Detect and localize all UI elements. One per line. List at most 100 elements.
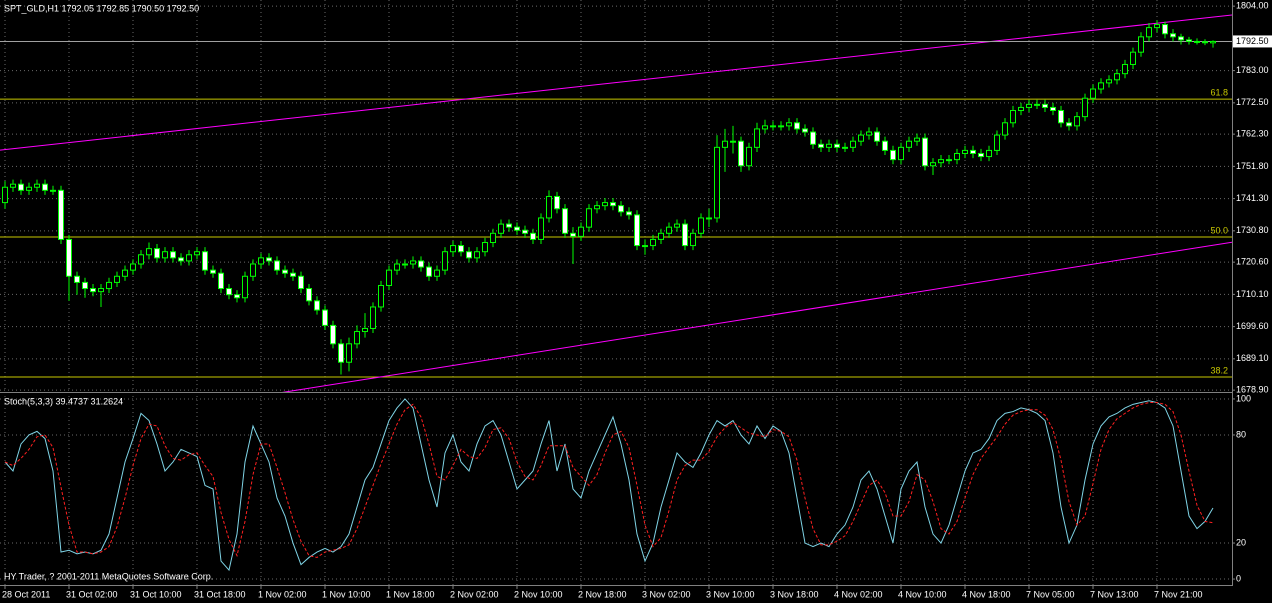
candle-body — [946, 159, 952, 162]
candle-body — [626, 211, 632, 216]
candle-body — [114, 275, 120, 283]
fib-label: 61.8 — [1210, 88, 1228, 98]
candle-body — [482, 242, 488, 253]
x-tick-label: 28 Oct 2011 — [2, 589, 50, 599]
y-tick-label: 80 — [1236, 429, 1246, 439]
x-tick-label: 7 Nov 13:00 — [1090, 589, 1139, 599]
candle-body — [498, 223, 504, 234]
candle-body — [34, 183, 40, 188]
x-tick-label: 31 Oct 10:00 — [130, 589, 182, 599]
candle-body — [42, 183, 48, 191]
candle-body — [690, 232, 696, 247]
candle-body — [610, 202, 616, 207]
trendline — [282, 241, 1232, 392]
y-tick-label: 1772.50 — [1236, 97, 1269, 107]
candle-body — [274, 260, 280, 271]
candle-body — [802, 128, 808, 133]
candle-body — [306, 288, 312, 302]
candle-body — [890, 149, 896, 161]
candle-body — [162, 251, 168, 259]
candle-body — [490, 232, 496, 244]
x-tick-label: 2 Nov 10:00 — [514, 589, 563, 599]
candle-body — [338, 343, 344, 363]
candle-body — [930, 162, 936, 167]
candle-body — [506, 223, 512, 228]
candle-body — [514, 226, 520, 231]
y-tick-label: 1804.00 — [1236, 1, 1269, 11]
candle-body — [322, 309, 328, 326]
candle-body — [354, 331, 360, 345]
candle-body — [650, 238, 656, 247]
y-tick-label: 1762.30 — [1236, 129, 1269, 139]
candle-body — [1162, 24, 1168, 35]
candle-body — [1194, 40, 1200, 43]
candle-body — [1010, 110, 1016, 124]
candle-body — [170, 251, 176, 259]
candle-body — [242, 275, 248, 299]
y-tick-label: 20 — [1236, 537, 1246, 547]
candle-body — [778, 125, 784, 128]
y-tick-label: 1730.80 — [1236, 225, 1269, 235]
trendline — [0, 14, 1232, 151]
stoch-title: Stoch(5,3,3) 39.4737 31.2624 — [4, 396, 123, 406]
candle-body — [658, 232, 664, 240]
candle-body — [258, 257, 264, 265]
candle-body — [754, 128, 760, 148]
price-pane: 61.8 50.0 38.2 — [0, 14, 1232, 392]
candle-body — [90, 288, 96, 293]
x-tick-label: 1 Nov 10:00 — [322, 589, 371, 599]
candle-body — [1050, 106, 1056, 112]
candle-body — [458, 245, 464, 253]
candle-body — [1074, 116, 1080, 127]
candle-body — [730, 140, 736, 143]
candle-body — [842, 146, 848, 149]
x-tick-label: 31 Oct 18:00 — [194, 589, 246, 599]
x-tick-label: 7 Nov 21:00 — [1154, 589, 1203, 599]
candle-body — [522, 229, 528, 234]
y-tick-label: 1741.30 — [1236, 193, 1269, 203]
candle-body — [858, 134, 864, 142]
candle-body — [546, 195, 552, 219]
candle-body — [618, 205, 624, 213]
y-tick-label: 1689.10 — [1236, 353, 1269, 363]
candle-body — [1138, 36, 1144, 53]
candle-body — [602, 202, 608, 207]
candle-body — [698, 217, 704, 234]
candle-body — [1018, 106, 1024, 112]
y-tick-label: 1783.00 — [1236, 65, 1269, 75]
candle-body — [1026, 103, 1032, 108]
y-tick-label: 0 — [1236, 573, 1241, 583]
x-tick-label: 3 Nov 10:00 — [706, 589, 755, 599]
candle-body — [50, 189, 56, 192]
stoch-pane — [4, 398, 1214, 572]
candle-body — [826, 143, 832, 148]
candle-body — [994, 134, 1000, 151]
candle-body — [706, 217, 712, 220]
candle-body — [1034, 103, 1040, 106]
candle-body — [66, 238, 72, 277]
candle-body — [298, 275, 304, 290]
candle-body — [250, 263, 256, 277]
candle-body — [818, 143, 824, 148]
y-tick-label: 1678.90 — [1236, 385, 1269, 395]
candle-body — [762, 125, 768, 130]
candle-body — [666, 226, 672, 234]
candle-body — [2, 186, 8, 204]
candle-body — [714, 146, 720, 219]
candle-body — [722, 140, 728, 148]
candle-body — [978, 152, 984, 158]
chart-title: SPT_GLD,H1 1792.05 1792.85 1790.50 1792.… — [4, 3, 199, 13]
candle-body — [426, 266, 432, 277]
candle-body — [386, 269, 392, 286]
candle-body — [682, 223, 688, 247]
candle-body — [330, 324, 336, 345]
candle-body — [1122, 63, 1128, 75]
candle-body — [554, 195, 560, 210]
candle-body — [1106, 79, 1112, 84]
candle-body — [562, 208, 568, 234]
x-tick-label: 4 Nov 18:00 — [962, 589, 1011, 599]
candle-body — [378, 284, 384, 308]
stoch-line — [4, 398, 1214, 572]
candle-body — [18, 183, 24, 191]
